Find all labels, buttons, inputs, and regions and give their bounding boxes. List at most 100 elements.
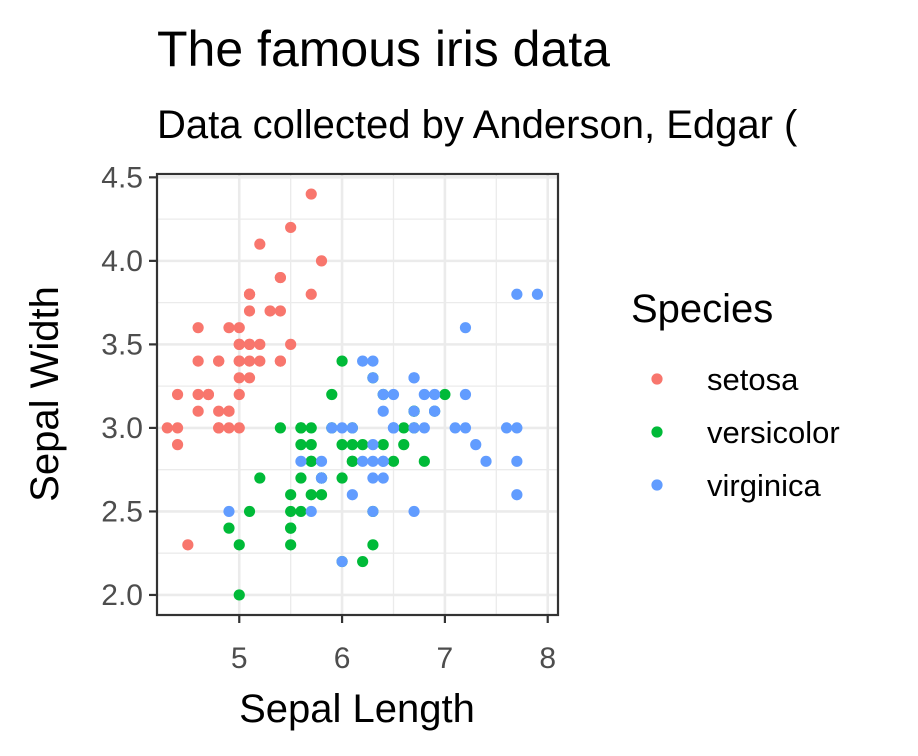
data-point-virginica (387, 388, 400, 401)
data-point-virginica (408, 505, 420, 518)
data-point-setosa (192, 322, 204, 334)
data-point-setosa (223, 322, 235, 334)
data-point-virginica (511, 455, 523, 467)
x-axis-title: Sepal Length (239, 687, 475, 731)
data-point-virginica (531, 288, 544, 300)
data-point-setosa (243, 305, 256, 317)
y-tick-label: 4.0 (101, 245, 143, 278)
data-point-setosa (213, 422, 225, 434)
legend-label-versicolor: versicolor (707, 415, 840, 450)
data-point-versicolor (357, 555, 369, 568)
data-point-virginica (326, 422, 338, 434)
y-tick-label: 2.5 (101, 495, 143, 528)
data-point-setosa (243, 338, 256, 350)
data-point-virginica (346, 489, 358, 501)
data-point-setosa (305, 288, 317, 300)
data-point-virginica (367, 455, 379, 467)
data-point-setosa (182, 539, 194, 551)
data-point-setosa (171, 388, 184, 401)
y-tick-label: 3.5 (101, 328, 143, 361)
grid-major (157, 174, 558, 615)
data-point-virginica (367, 355, 379, 367)
data-point-virginica (357, 455, 369, 467)
x-axis-ticks: 5 6 7 8 (231, 615, 556, 675)
data-point-virginica (367, 439, 379, 451)
data-point-versicolor (295, 472, 307, 484)
x-tick-label: 5 (231, 642, 248, 675)
data-point-virginica (429, 405, 441, 417)
legend-title: Species (631, 287, 773, 331)
data-point-versicolor (305, 422, 317, 434)
data-point-virginica (315, 455, 328, 467)
data-point-versicolor (346, 439, 358, 451)
data-point-versicolor (439, 388, 451, 401)
data-point-versicolor (398, 422, 410, 434)
data-point-versicolor (315, 489, 328, 501)
data-point-versicolor (295, 439, 307, 451)
data-point-virginica (418, 422, 430, 434)
data-point-virginica (346, 422, 358, 434)
y-tick-label: 4.5 (101, 161, 143, 194)
data-point-virginica (367, 505, 379, 518)
data-point-virginica (408, 422, 420, 434)
data-point-setosa (305, 188, 317, 200)
data-point-virginica (511, 422, 523, 434)
panel-border (155, 172, 560, 617)
data-point-virginica (367, 372, 379, 384)
data-point-setosa (254, 338, 266, 350)
data-point-setosa (233, 388, 245, 401)
data-point-setosa (274, 355, 286, 367)
data-point-virginica (449, 422, 461, 434)
legend-label-setosa: setosa (707, 362, 799, 397)
legend-key-versicolor (651, 426, 663, 438)
x-tick-label: 6 (334, 642, 351, 675)
data-point-virginica (377, 405, 389, 417)
data-point-virginica (336, 422, 348, 434)
data-point-virginica (305, 505, 317, 518)
data-point-virginica (459, 322, 472, 334)
data-point-virginica (377, 472, 389, 484)
data-point-setosa (285, 338, 297, 350)
legend-key-virginica (651, 479, 663, 491)
data-point-versicolor (305, 489, 317, 501)
data-point-virginica (480, 455, 492, 467)
data-point-versicolor (387, 455, 400, 467)
data-point-virginica (511, 489, 523, 501)
data-point-virginica (315, 472, 328, 484)
data-point-versicolor (274, 422, 286, 434)
y-tick-label: 3.0 (101, 412, 143, 445)
plot-panel (155, 172, 560, 617)
data-point-setosa (243, 372, 256, 384)
data-point-versicolor (357, 439, 369, 451)
data-point-versicolor (326, 388, 338, 401)
data-point-versicolor (305, 439, 317, 451)
data-point-virginica (295, 455, 307, 467)
data-point-virginica (511, 288, 523, 300)
data-point-virginica (408, 372, 420, 384)
data-point-virginica (377, 455, 389, 467)
data-point-versicolor (336, 355, 348, 367)
data-point-setosa (233, 422, 245, 434)
data-point-setosa (213, 355, 225, 367)
data-point-setosa (274, 305, 286, 317)
x-tick-label: 7 (437, 642, 454, 675)
data-point-versicolor (336, 472, 348, 484)
data-point-versicolor (223, 522, 235, 534)
panel-background (157, 174, 558, 615)
data-point-virginica (408, 405, 420, 417)
data-point-setosa (254, 238, 266, 250)
data-point-setosa (233, 322, 245, 334)
data-point-setosa (171, 439, 184, 451)
data-point-versicolor (295, 422, 307, 434)
data-point-virginica (377, 388, 389, 401)
data-point-setosa (254, 355, 266, 367)
data-point-virginica (367, 472, 379, 484)
data-point-versicolor (295, 505, 307, 518)
data-point-virginica (418, 388, 430, 401)
data-point-versicolor (367, 539, 379, 551)
data-point-virginica (357, 355, 369, 367)
data-point-setosa (315, 255, 328, 267)
data-point-versicolor (254, 472, 266, 484)
data-point-virginica (336, 555, 348, 568)
